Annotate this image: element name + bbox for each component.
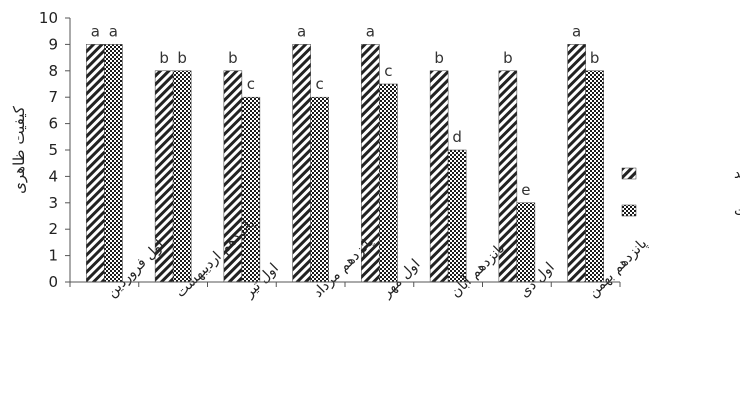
y-tick-label: 1 bbox=[48, 247, 58, 265]
y-tick-label: 8 bbox=[48, 62, 58, 80]
bar-letter-label: b bbox=[503, 49, 513, 67]
bar-letter-label: a bbox=[297, 22, 306, 40]
y-tick-label: 4 bbox=[48, 167, 58, 185]
bar-series-1 bbox=[567, 44, 586, 283]
legend-swatch bbox=[621, 167, 637, 180]
bar-letter-label: e bbox=[521, 181, 530, 199]
y-axis-title: کیفیت ظاهری bbox=[10, 105, 28, 194]
bar-letter-label: b bbox=[159, 49, 169, 67]
y-tick-label: 9 bbox=[48, 35, 58, 53]
bar-series-1 bbox=[429, 70, 449, 283]
bar-series-1 bbox=[86, 44, 105, 283]
bar-series-2 bbox=[379, 83, 398, 283]
y-tick-labels: 0 1 2 3 4 5 6 7 8 9 10 bbox=[39, 9, 58, 291]
bar-series-2 bbox=[447, 149, 467, 283]
y-tick-label: 5 bbox=[48, 141, 58, 159]
y-tick-label: 0 bbox=[48, 273, 58, 291]
bar-letter-label: b bbox=[228, 49, 238, 67]
bar-letter-label: a bbox=[572, 22, 581, 40]
legend-swatch bbox=[621, 204, 637, 217]
y-tick-label: 2 bbox=[48, 220, 58, 238]
bar-series-2 bbox=[172, 70, 192, 283]
bar-series-2 bbox=[516, 202, 536, 283]
legend: چمانواش بلند چمن اسپورت bbox=[621, 166, 740, 219]
bars bbox=[86, 44, 604, 283]
bar-letter-label: a bbox=[91, 22, 100, 40]
y-tick-label: 7 bbox=[48, 88, 58, 106]
y-tick-label: 10 bbox=[39, 9, 58, 27]
axes bbox=[65, 17, 621, 287]
bar-letter-label: a bbox=[109, 22, 118, 40]
bar-series-2 bbox=[585, 70, 604, 283]
bar-letter-label: a bbox=[366, 22, 375, 40]
bar-series-2 bbox=[310, 96, 329, 283]
bar-letter-label: c bbox=[316, 75, 324, 93]
bar-letter-label: c bbox=[384, 62, 392, 80]
legend-label: چمانواش بلند bbox=[734, 166, 740, 182]
bar-letter-label: c bbox=[247, 75, 255, 93]
bar-letter-label: b bbox=[177, 49, 187, 67]
bar-letter-label: b bbox=[434, 49, 444, 67]
bar-letter-label: b bbox=[590, 49, 600, 67]
y-axis-label: کیفیت ظاهری bbox=[10, 105, 28, 194]
bar-series-1 bbox=[292, 44, 311, 283]
y-tick-label: 3 bbox=[48, 194, 58, 212]
bar-series-2 bbox=[104, 44, 123, 283]
y-tick-label: 6 bbox=[48, 115, 58, 133]
bar-letter-label: d bbox=[452, 128, 462, 146]
legend-label: چمن اسپورت bbox=[734, 203, 740, 219]
bar-series-2 bbox=[241, 96, 261, 283]
